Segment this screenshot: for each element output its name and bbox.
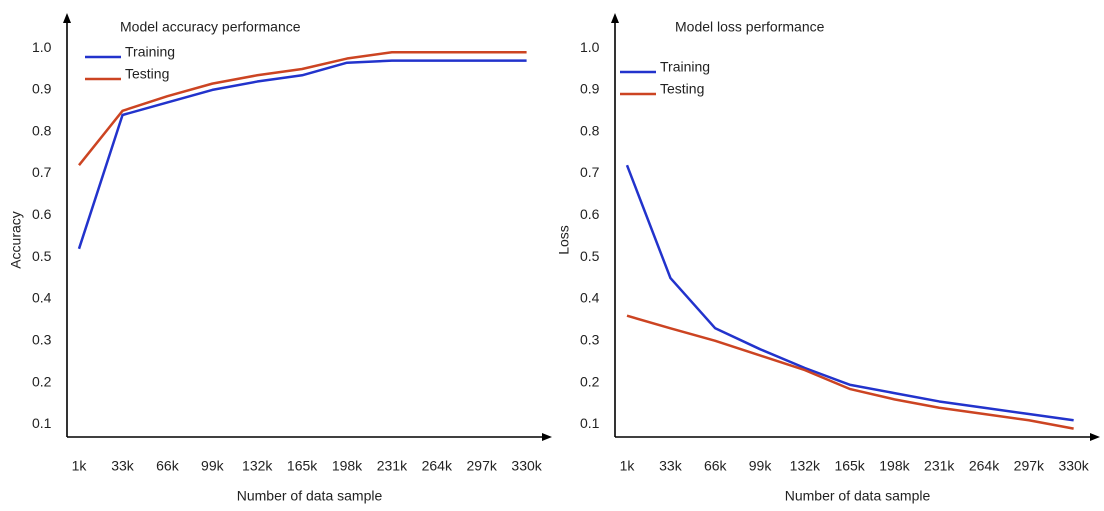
x-tick-label: 330k	[511, 458, 542, 474]
x-tick-label: 33k	[659, 458, 683, 474]
y-tick-label: 0.2	[580, 373, 600, 389]
x-tick-label: 297k	[467, 458, 498, 474]
x-tick-label: 1k	[620, 458, 636, 474]
legend-label: Training	[660, 59, 710, 75]
y-tick-label: 0.7	[32, 164, 52, 180]
x-tick-label: 99k	[749, 458, 773, 474]
x-tick-label: 231k	[377, 458, 408, 474]
legend-label: Testing	[125, 66, 169, 82]
x-axis-arrow	[1090, 433, 1100, 441]
x-tick-label: 198k	[879, 458, 910, 474]
y-axis-arrow	[611, 13, 619, 23]
y-axis-label: Accuracy	[8, 211, 24, 269]
x-tick-label: 132k	[242, 458, 273, 474]
x-tick-label: 330k	[1058, 458, 1089, 474]
x-tick-label: 132k	[790, 458, 821, 474]
y-tick-label: 0.4	[32, 290, 52, 306]
y-tick-label: 0.9	[32, 81, 52, 97]
y-tick-label: 1.0	[32, 39, 52, 55]
x-axis-arrow	[542, 433, 552, 441]
y-tick-label: 0.5	[32, 248, 52, 264]
x-tick-label: 165k	[834, 458, 865, 474]
x-axis-label: Number of data sample	[785, 488, 931, 504]
y-tick-label: 0.5	[580, 248, 600, 264]
x-tick-label: 165k	[287, 458, 318, 474]
series-line	[625, 164, 1074, 422]
y-tick-label: 0.6	[32, 206, 52, 222]
series-line	[626, 314, 1074, 430]
x-tick-label: 231k	[924, 458, 955, 474]
x-axis-label: Number of data sample	[237, 488, 383, 504]
y-tick-label: 0.6	[580, 206, 600, 222]
x-tick-label: 66k	[704, 458, 728, 474]
y-tick-label: 0.2	[32, 373, 52, 389]
y-tick-label: 0.4	[580, 290, 600, 306]
y-tick-label: 0.7	[580, 164, 600, 180]
y-axis-arrow	[63, 13, 71, 23]
y-tick-label: 1.0	[580, 39, 600, 55]
x-tick-label: 99k	[201, 458, 225, 474]
x-tick-label: 297k	[1014, 458, 1045, 474]
y-tick-label: 0.9	[580, 81, 600, 97]
x-tick-label: 33k	[111, 458, 135, 474]
x-tick-label: 1k	[72, 458, 88, 474]
chart-title: Model accuracy performance	[120, 19, 301, 35]
y-tick-label: 0.1	[32, 415, 52, 431]
series-line	[77, 59, 527, 250]
chart-title: Model loss performance	[675, 19, 825, 35]
y-tick-label: 0.8	[580, 122, 600, 138]
x-tick-label: 66k	[156, 458, 180, 474]
x-tick-label: 264k	[969, 458, 1000, 474]
x-tick-label: 264k	[422, 458, 453, 474]
y-tick-label: 0.1	[580, 415, 600, 431]
y-tick-label: 0.3	[32, 332, 52, 348]
y-axis-label: Loss	[556, 225, 572, 255]
legend-label: Training	[125, 44, 175, 60]
x-tick-label: 198k	[332, 458, 363, 474]
y-tick-label: 0.8	[32, 122, 52, 138]
y-tick-label: 0.3	[580, 332, 600, 348]
legend-label: Testing	[660, 81, 704, 97]
series-line	[78, 51, 527, 166]
